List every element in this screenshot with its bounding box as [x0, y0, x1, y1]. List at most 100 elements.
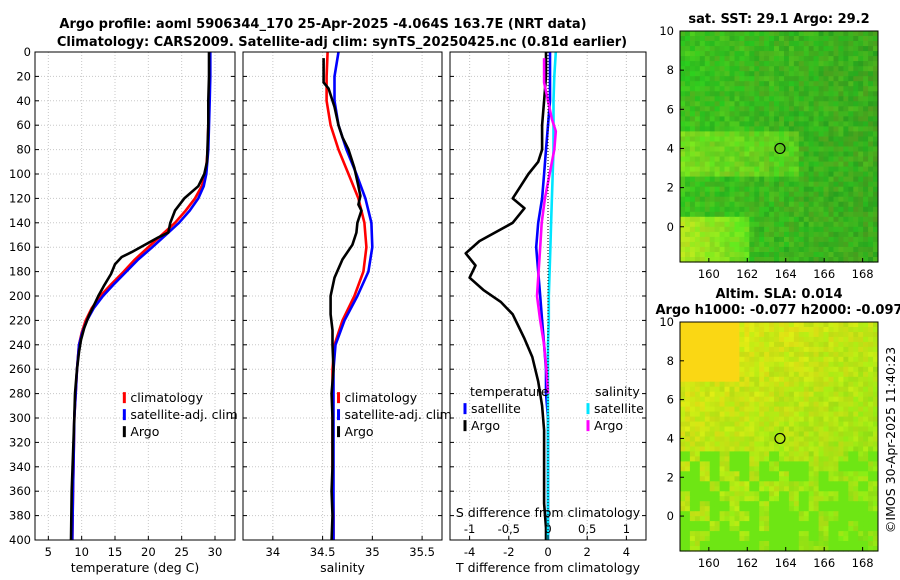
map-pixel — [853, 131, 859, 137]
map-pixel — [803, 441, 810, 448]
map-pixel — [833, 506, 839, 512]
map-pixel — [694, 246, 701, 253]
map-pixel — [764, 466, 770, 472]
map-pixel — [798, 336, 805, 343]
legend-label: climatology — [130, 390, 203, 405]
map-pixel — [749, 206, 755, 213]
map-pixel — [873, 531, 879, 537]
map-pixel — [759, 386, 765, 393]
map-pixel — [754, 257, 760, 263]
map-pixel — [843, 71, 849, 77]
map-pixel — [813, 231, 820, 238]
map-pixel — [764, 346, 770, 353]
map-pixel — [729, 496, 735, 502]
map-pixel — [719, 441, 726, 448]
map-pixel — [813, 466, 820, 472]
map-pixel — [689, 511, 696, 517]
map-pixel — [828, 471, 834, 477]
map-pixel — [848, 381, 854, 388]
map-pixel — [793, 151, 800, 158]
map-pixel — [833, 201, 839, 208]
map-pixel — [813, 71, 820, 77]
map-pixel — [798, 361, 805, 368]
map-pixel — [719, 101, 726, 107]
map-pixel — [808, 436, 815, 443]
map-pixel — [798, 231, 805, 238]
map-pixel — [744, 381, 750, 388]
map-pixel — [719, 151, 726, 158]
map-pixel — [729, 476, 735, 482]
map-pixel — [838, 156, 844, 163]
map-pixel — [724, 536, 730, 542]
map-pixel — [744, 66, 750, 72]
map-pixel — [759, 236, 765, 243]
map-pixel — [858, 206, 864, 213]
map-pixel — [863, 226, 869, 233]
map-pixel — [863, 171, 869, 178]
map-pixel — [714, 536, 721, 542]
map-pixel — [838, 86, 844, 92]
map-pixel — [848, 246, 854, 253]
map-pixel — [734, 481, 740, 487]
map-pixel — [808, 206, 815, 213]
map-pixel — [709, 231, 716, 238]
map-pixel — [685, 361, 691, 368]
map-pixel — [680, 101, 686, 107]
map-pixel — [808, 61, 815, 67]
map-pixel — [848, 196, 854, 203]
map-y-tick-label: 2 — [667, 470, 674, 484]
map-pixel — [704, 106, 711, 112]
map-pixel — [848, 111, 854, 117]
map-pixel — [784, 86, 790, 92]
map-pixel — [784, 252, 790, 258]
map-pixel — [808, 451, 815, 457]
map-pixel — [833, 231, 839, 238]
map-pixel — [734, 511, 740, 517]
map-pixel — [714, 257, 721, 263]
map-pixel — [798, 371, 805, 378]
map-pixel — [793, 421, 800, 428]
map-pixel — [764, 252, 770, 258]
map-pixel — [714, 401, 721, 408]
map-pixel — [828, 211, 834, 218]
map-pixel — [833, 486, 839, 492]
map-pixel — [709, 51, 716, 57]
map-pixel — [764, 91, 770, 97]
map-pixel — [704, 451, 711, 457]
map-pixel — [823, 486, 829, 492]
map-pixel — [744, 241, 750, 248]
map-pixel — [774, 521, 780, 527]
map-pixel — [685, 41, 691, 47]
map-pixel — [709, 431, 716, 438]
map-pixel — [818, 206, 825, 213]
map-pixel — [843, 156, 849, 163]
map-pixel — [828, 451, 834, 457]
map-pixel — [848, 451, 854, 457]
map-pixel — [823, 476, 829, 482]
map-pixel — [873, 327, 879, 333]
map-pixel — [873, 176, 879, 183]
map-pixel — [843, 446, 849, 453]
map-pixel — [873, 411, 879, 418]
map-pixel — [798, 381, 805, 388]
map-pixel — [798, 252, 805, 258]
map-pixel — [823, 101, 829, 107]
map-pixel — [719, 381, 726, 388]
map-pixel — [838, 531, 844, 537]
map-pixel — [714, 341, 721, 348]
map-pixel — [694, 136, 701, 143]
map-y-tick-label: 10 — [659, 315, 674, 329]
map-pixel — [868, 206, 874, 213]
map-pixel — [699, 491, 706, 497]
map-pixel — [729, 366, 735, 373]
map-pixel — [749, 536, 755, 542]
map-pixel — [714, 101, 721, 107]
map-pixel — [808, 121, 815, 127]
map-pixel — [868, 501, 874, 507]
map-pixel — [729, 257, 735, 263]
map-pixel — [813, 421, 820, 428]
map-pixel — [709, 206, 716, 213]
map-pixel — [739, 471, 745, 477]
map-pixel — [798, 441, 805, 448]
map-pixel — [868, 241, 874, 248]
